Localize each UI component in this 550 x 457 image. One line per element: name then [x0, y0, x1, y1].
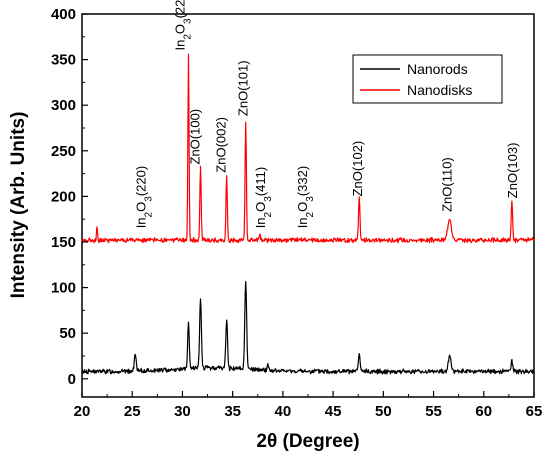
x-axis-title: 2θ (Degree)	[256, 431, 359, 452]
series-line-nanodisks	[81, 53, 535, 244]
annotations-layer: In2O3(222) ZnO(100) ZnO(002) ZnO(101) In2O3(…	[133, 0, 520, 228]
y-tick-label: 100	[51, 280, 76, 297]
y-tick-label: 250	[51, 143, 76, 160]
peak-label: In2O3(222)	[173, 0, 194, 51]
x-tick-label: 20	[74, 403, 91, 420]
peak-label: ZnO(102)	[350, 141, 365, 197]
x-tick-label: 50	[375, 403, 392, 420]
x-tick-label: 55	[425, 403, 442, 420]
x-tick-label: 35	[224, 403, 241, 420]
legend: Nanorods Nanodisks	[352, 54, 503, 104]
x-tick-label: 65	[526, 403, 543, 420]
y-tick-label: 350	[51, 52, 76, 69]
x-tick-label: 40	[275, 403, 292, 420]
series-line-nanorods	[81, 280, 535, 375]
legend-label-nanodisks: Nanodisks	[407, 82, 472, 98]
y-tick-label: 0	[68, 371, 76, 388]
legend-box	[352, 54, 503, 104]
peak-label: ZnO(002)	[214, 117, 229, 173]
y-tick-label: 50	[59, 325, 76, 342]
peak-label: In2O3(411)	[253, 167, 274, 228]
y-tick-label: 400	[51, 6, 76, 23]
peak-label: ZnO(101)	[236, 60, 251, 116]
y-tick-label: 200	[51, 188, 76, 205]
peak-label: ZnO(103)	[505, 143, 520, 199]
x-tick-label: 60	[475, 403, 492, 420]
y-axis-title: Intensity (Arb. Units)	[8, 112, 29, 299]
y-tick-label: 150	[51, 234, 76, 251]
y-tick-label: 300	[51, 97, 76, 114]
x-tick-label: 30	[174, 403, 191, 420]
x-tick-label: 25	[124, 403, 141, 420]
ticks-layer: 20 25 30 35 40 45 50 55 60 65 0 50 100 150 200 250 300 35…	[51, 6, 542, 420]
x-tick-label: 45	[325, 403, 342, 420]
legend-label-nanorods: Nanorods	[407, 61, 468, 77]
series-layer	[81, 53, 535, 375]
peak-label: ZnO(100)	[188, 109, 203, 165]
peak-label: ZnO(110)	[440, 157, 455, 212]
peak-label: In2O3(220)	[133, 166, 154, 228]
peak-label: In2O3(332)	[295, 166, 316, 228]
